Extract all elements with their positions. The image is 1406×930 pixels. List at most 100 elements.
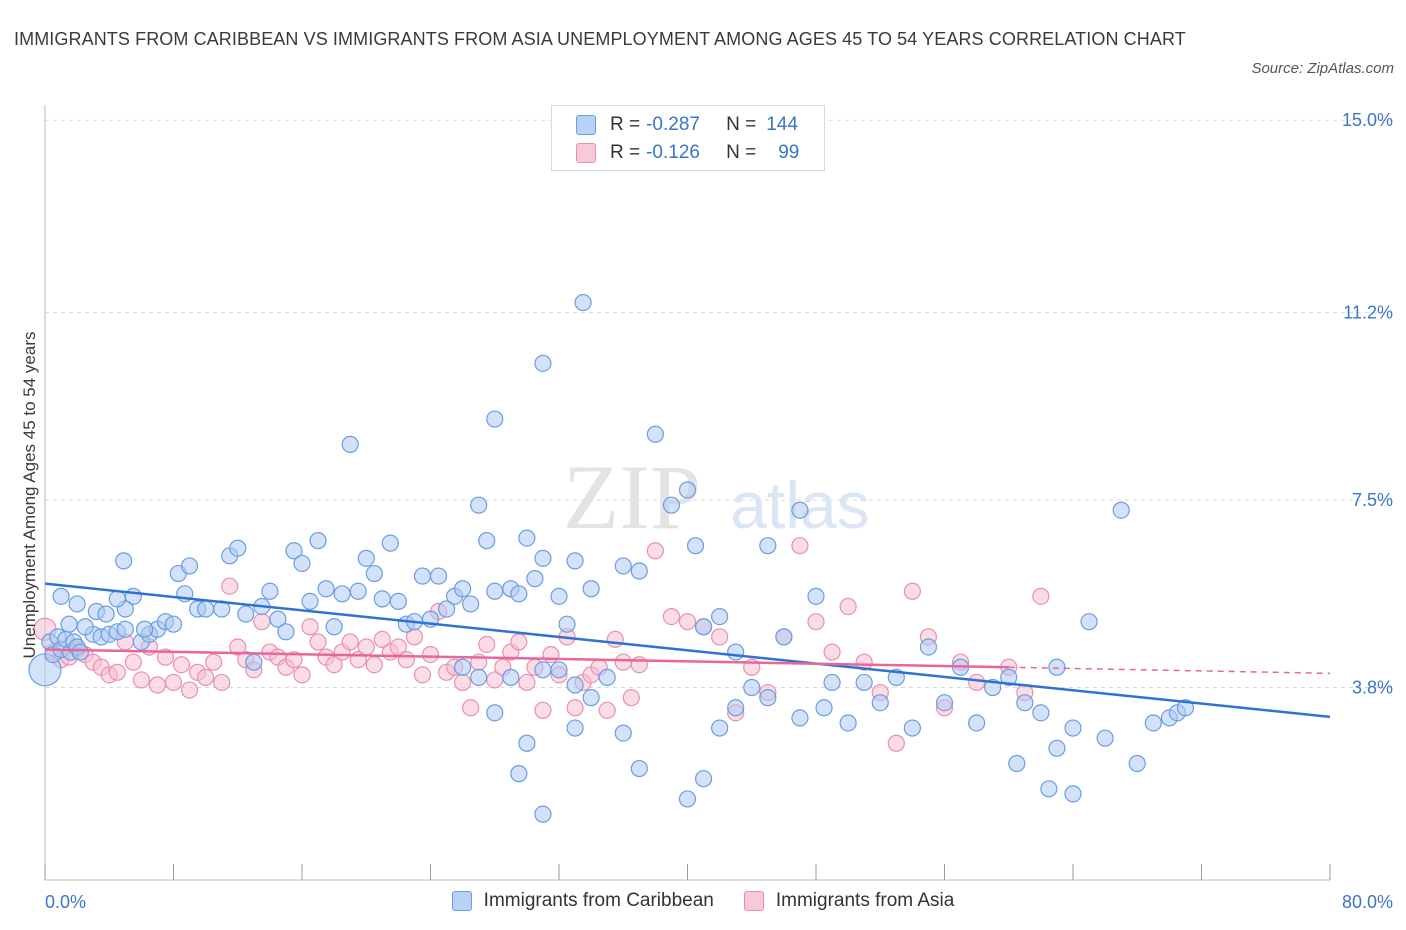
- asia-point: [205, 653, 223, 671]
- caribbean-point: [1112, 501, 1130, 519]
- y-tick-label: 7.5%: [1352, 490, 1393, 510]
- caribbean-point: [711, 608, 729, 626]
- caribbean-point: [97, 605, 115, 623]
- caribbean-point: [1048, 739, 1066, 757]
- caribbean-point: [115, 552, 133, 570]
- asia-point: [309, 633, 327, 651]
- caribbean-point: [566, 676, 584, 694]
- caribbean-point: [534, 549, 552, 567]
- caribbean-point: [550, 661, 568, 679]
- caribbean-point: [935, 694, 954, 712]
- legend-swatch-asia: [743, 891, 764, 911]
- asia-point: [293, 666, 311, 684]
- caribbean-point: [486, 410, 504, 428]
- caribbean-point: [197, 600, 215, 618]
- legend-n-value: 99: [778, 142, 800, 163]
- legend-row-asia: R = -0.126 N = 99: [576, 142, 799, 164]
- caribbean-point: [630, 759, 648, 778]
- caribbean-point: [775, 628, 793, 646]
- asia-point: [365, 656, 383, 674]
- caribbean-point: [558, 615, 576, 633]
- caribbean-point: [71, 643, 89, 661]
- caribbean-point: [686, 537, 705, 555]
- legend-r-value: -0.126: [646, 142, 700, 163]
- asia-point: [172, 656, 191, 674]
- asia-point: [566, 699, 584, 717]
- asia-point: [454, 673, 472, 692]
- caribbean-point: [454, 580, 472, 598]
- asia-point: [462, 699, 480, 717]
- caribbean-point: [285, 542, 303, 560]
- asia-point: [823, 643, 841, 661]
- asia-point: [108, 663, 126, 681]
- asia-trend-line: [44, 648, 1009, 669]
- caribbean-point: [871, 694, 889, 712]
- caribbean-point: [261, 582, 279, 600]
- asia-point: [285, 651, 303, 669]
- caribbean-point: [486, 582, 504, 600]
- series-legend: Immigrants from Caribbean Immigrants fro…: [0, 890, 1406, 912]
- legend-row-caribbean: R = -0.287 N = 144: [576, 114, 798, 136]
- caribbean-point: [510, 765, 528, 783]
- asia-point: [221, 577, 239, 595]
- asia-point: [341, 633, 359, 651]
- data-points: [28, 293, 1195, 823]
- caribbean-point: [662, 496, 681, 514]
- caribbean-point: [759, 537, 777, 555]
- caribbean-point: [349, 582, 367, 600]
- caribbean-point: [229, 539, 247, 557]
- correlation-legend: R = -0.287 N = 144 R = -0.126 N = 99: [551, 105, 825, 171]
- asia-point: [325, 656, 343, 674]
- asia-point: [855, 653, 873, 671]
- caribbean-point: [518, 734, 536, 752]
- asia-point: [413, 666, 432, 684]
- caribbean-point: [60, 615, 78, 633]
- watermark-zip: ZIP: [563, 446, 701, 548]
- asia-point: [510, 633, 528, 651]
- caribbean-point: [791, 501, 809, 519]
- caribbean-point: [325, 618, 343, 636]
- caribbean-point: [470, 668, 488, 686]
- caribbean-point: [791, 709, 809, 727]
- legend-r-label: R =: [610, 142, 641, 163]
- caribbean-point: [76, 618, 94, 636]
- caribbean-point: [727, 643, 745, 661]
- caribbean-point: [164, 615, 183, 633]
- asia-point: [622, 689, 640, 707]
- asia-point: [903, 582, 921, 600]
- caribbean-point: [486, 704, 504, 722]
- caribbean-point: [1008, 754, 1026, 773]
- caribbean-point: [333, 585, 351, 603]
- caribbean-point: [815, 699, 833, 717]
- watermark: ZIP atlas: [563, 446, 870, 548]
- caribbean-point: [534, 661, 552, 679]
- caribbean-point: [582, 580, 600, 598]
- caribbean-point: [245, 653, 263, 671]
- caribbean-point: [1096, 729, 1114, 747]
- asia-point: [132, 671, 150, 689]
- asia-point: [253, 613, 271, 631]
- caribbean-point: [855, 673, 873, 692]
- caribbean-point: [598, 668, 616, 686]
- asia-point: [968, 673, 986, 692]
- tick-labels: 3.8% 7.5% 11.2% 15.0% 0.0% 80.0%: [45, 110, 1393, 912]
- caribbean-point: [365, 564, 383, 583]
- caribbean-point: [534, 354, 552, 372]
- asia-point: [518, 673, 536, 692]
- asia-point: [213, 673, 231, 692]
- caribbean-trend-line: [44, 582, 1331, 719]
- caribbean-point: [381, 534, 399, 552]
- caribbean-point: [807, 587, 825, 605]
- caribbean-point: [968, 714, 986, 732]
- asia-point: [598, 701, 616, 719]
- asia-point: [662, 608, 681, 626]
- asia-point: [1032, 587, 1050, 605]
- legend-item-caribbean: Immigrants from Caribbean: [451, 890, 714, 912]
- caribbean-point: [341, 435, 359, 453]
- caribbean-point: [429, 567, 448, 585]
- asia-point: [646, 542, 664, 560]
- caribbean-point: [293, 554, 311, 573]
- caribbean-point: [566, 719, 584, 737]
- caribbean-point: [1016, 694, 1034, 712]
- asia-point: [887, 734, 905, 752]
